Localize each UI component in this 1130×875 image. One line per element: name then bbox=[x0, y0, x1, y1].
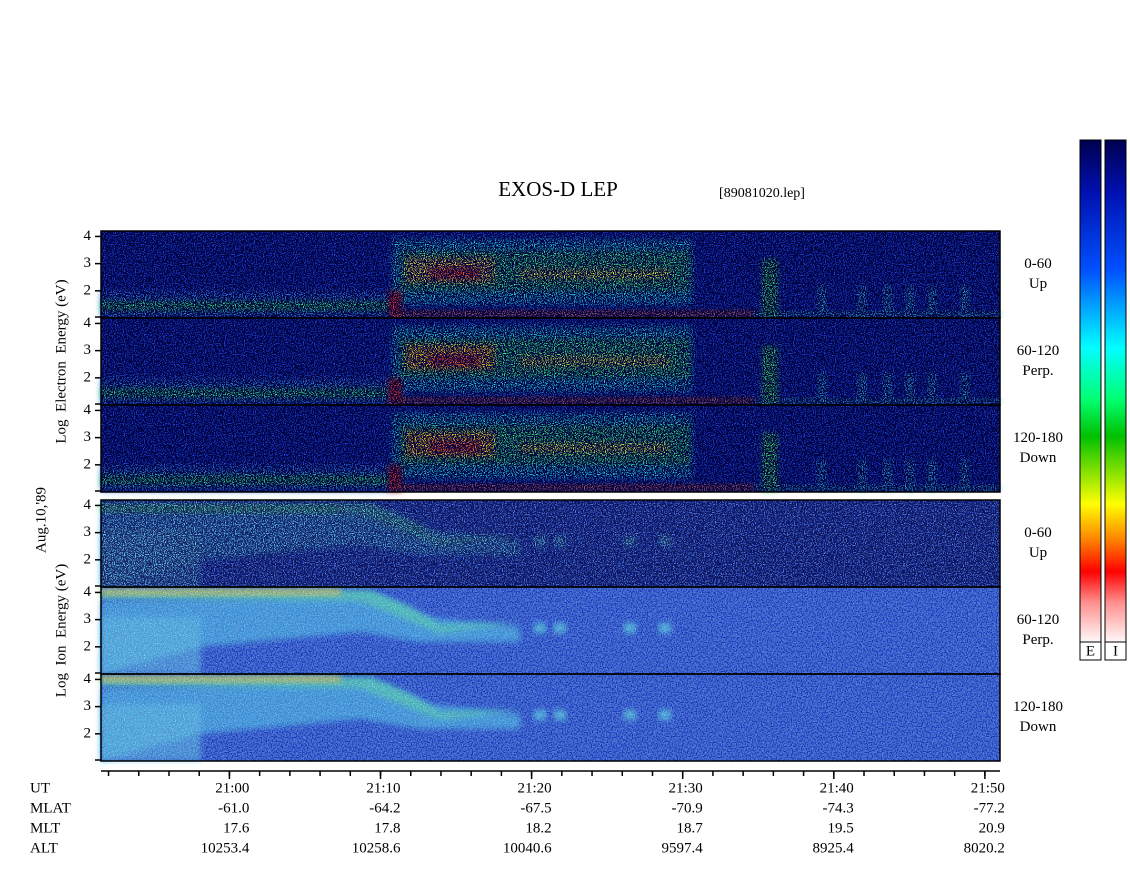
x-tick-label: 21:10 bbox=[366, 780, 400, 796]
date-label: Aug.10,'89 bbox=[33, 487, 49, 553]
color-bar bbox=[1104, 139, 1127, 661]
spectrogram-panel bbox=[101, 405, 1000, 492]
panel-frame bbox=[100, 673, 1001, 762]
pitch-range: 60-120 bbox=[1017, 343, 1060, 359]
x-tick-label: 21:40 bbox=[820, 780, 854, 796]
pitch-range: 0-60 bbox=[1024, 256, 1052, 272]
y-tick-label: 3 bbox=[84, 524, 92, 540]
y-tick-label: 4 bbox=[84, 497, 92, 513]
x-tick-label: 21:00 bbox=[215, 780, 249, 796]
y-tick-label: 3 bbox=[84, 698, 92, 714]
direction: Perp. bbox=[1022, 632, 1053, 648]
pitch-range: 120-180 bbox=[1013, 430, 1063, 446]
y-tick-label: 4 bbox=[84, 315, 92, 331]
x-tick-label: 21:20 bbox=[517, 780, 551, 796]
spectrogram-panel bbox=[101, 231, 1000, 318]
direction: Up bbox=[1029, 545, 1047, 561]
y-tick-label: 4 bbox=[84, 584, 92, 600]
pitch-range: 60-120 bbox=[1017, 612, 1060, 628]
row-value: -64.2 bbox=[369, 800, 400, 816]
color-bar-box bbox=[1079, 641, 1102, 661]
spectrogram-panel bbox=[101, 674, 1000, 761]
axes: 2 3 4 0-60 Up 2 3 4 60-120 Perp. 2 3 4 120-180 Down Log… bbox=[30, 139, 1127, 856]
panel-frame bbox=[100, 404, 1001, 493]
pitch-range: 0-60 bbox=[1024, 525, 1052, 541]
color-bar-label: E bbox=[1086, 643, 1095, 659]
row-value: 10040.6 bbox=[503, 840, 552, 856]
spectrograms bbox=[101, 231, 1000, 761]
y-tick-label: 4 bbox=[84, 671, 92, 687]
direction: Up bbox=[1029, 276, 1047, 292]
row-value: 20.9 bbox=[979, 820, 1005, 836]
row-value: 8020.2 bbox=[964, 840, 1005, 856]
y-tick-label: 2 bbox=[84, 638, 92, 654]
y-tick-label: 4 bbox=[84, 402, 92, 418]
title: EXOS-D LEP bbox=[498, 177, 618, 201]
x-tick-label: 21:50 bbox=[971, 780, 1005, 796]
y-tick-label: 4 bbox=[84, 228, 92, 244]
spectrogram-panel bbox=[101, 500, 1000, 587]
axis-label: Log Electron Energy (eV) bbox=[53, 279, 69, 443]
row-value: -61.0 bbox=[218, 800, 249, 816]
row-value: 10253.4 bbox=[201, 840, 250, 856]
y-tick-label: 2 bbox=[84, 369, 92, 385]
row-value: -70.9 bbox=[671, 800, 702, 816]
y-tick-label: 2 bbox=[84, 456, 92, 472]
axis-label: Log Ion Energy (eV) bbox=[53, 564, 69, 697]
row-name: MLAT bbox=[30, 800, 71, 816]
spectrogram-panel bbox=[101, 587, 1000, 674]
row-value: -74.3 bbox=[823, 800, 854, 816]
row-value: -77.2 bbox=[974, 800, 1005, 816]
y-tick-label: 3 bbox=[84, 342, 92, 358]
row-value: 9597.4 bbox=[661, 840, 703, 856]
file-name: [89081020.lep] bbox=[719, 186, 805, 201]
direction: Perp. bbox=[1022, 363, 1053, 379]
y-tick-label: 3 bbox=[84, 255, 92, 271]
color-bar-label: I bbox=[1113, 643, 1118, 659]
direction: Down bbox=[1020, 719, 1057, 735]
row-value: 17.8 bbox=[374, 820, 400, 836]
spectrogram-panel bbox=[101, 318, 1000, 405]
row-name: MLT bbox=[30, 820, 60, 836]
color-bar bbox=[1079, 139, 1102, 661]
row-name: ALT bbox=[30, 840, 58, 856]
row-value: 18.2 bbox=[525, 820, 551, 836]
row-value: 18.7 bbox=[676, 820, 703, 836]
y-tick-label: 2 bbox=[84, 551, 92, 567]
row-value: 10258.6 bbox=[352, 840, 401, 856]
color-bar-box bbox=[1104, 641, 1127, 661]
row-value: 8925.4 bbox=[813, 840, 855, 856]
x-tick-label: 21:30 bbox=[669, 780, 703, 796]
y-tick-label: 2 bbox=[84, 282, 92, 298]
y-tick-label: 3 bbox=[84, 429, 92, 445]
y-tick-label: 3 bbox=[84, 611, 92, 627]
pitch-range: 120-180 bbox=[1013, 699, 1063, 715]
row-value: 19.5 bbox=[828, 820, 854, 836]
row-name: UT bbox=[30, 780, 50, 796]
row-value: 17.6 bbox=[223, 820, 250, 836]
y-tick-label: 2 bbox=[84, 725, 92, 741]
row-value: -67.5 bbox=[520, 800, 551, 816]
direction: Down bbox=[1020, 450, 1057, 466]
